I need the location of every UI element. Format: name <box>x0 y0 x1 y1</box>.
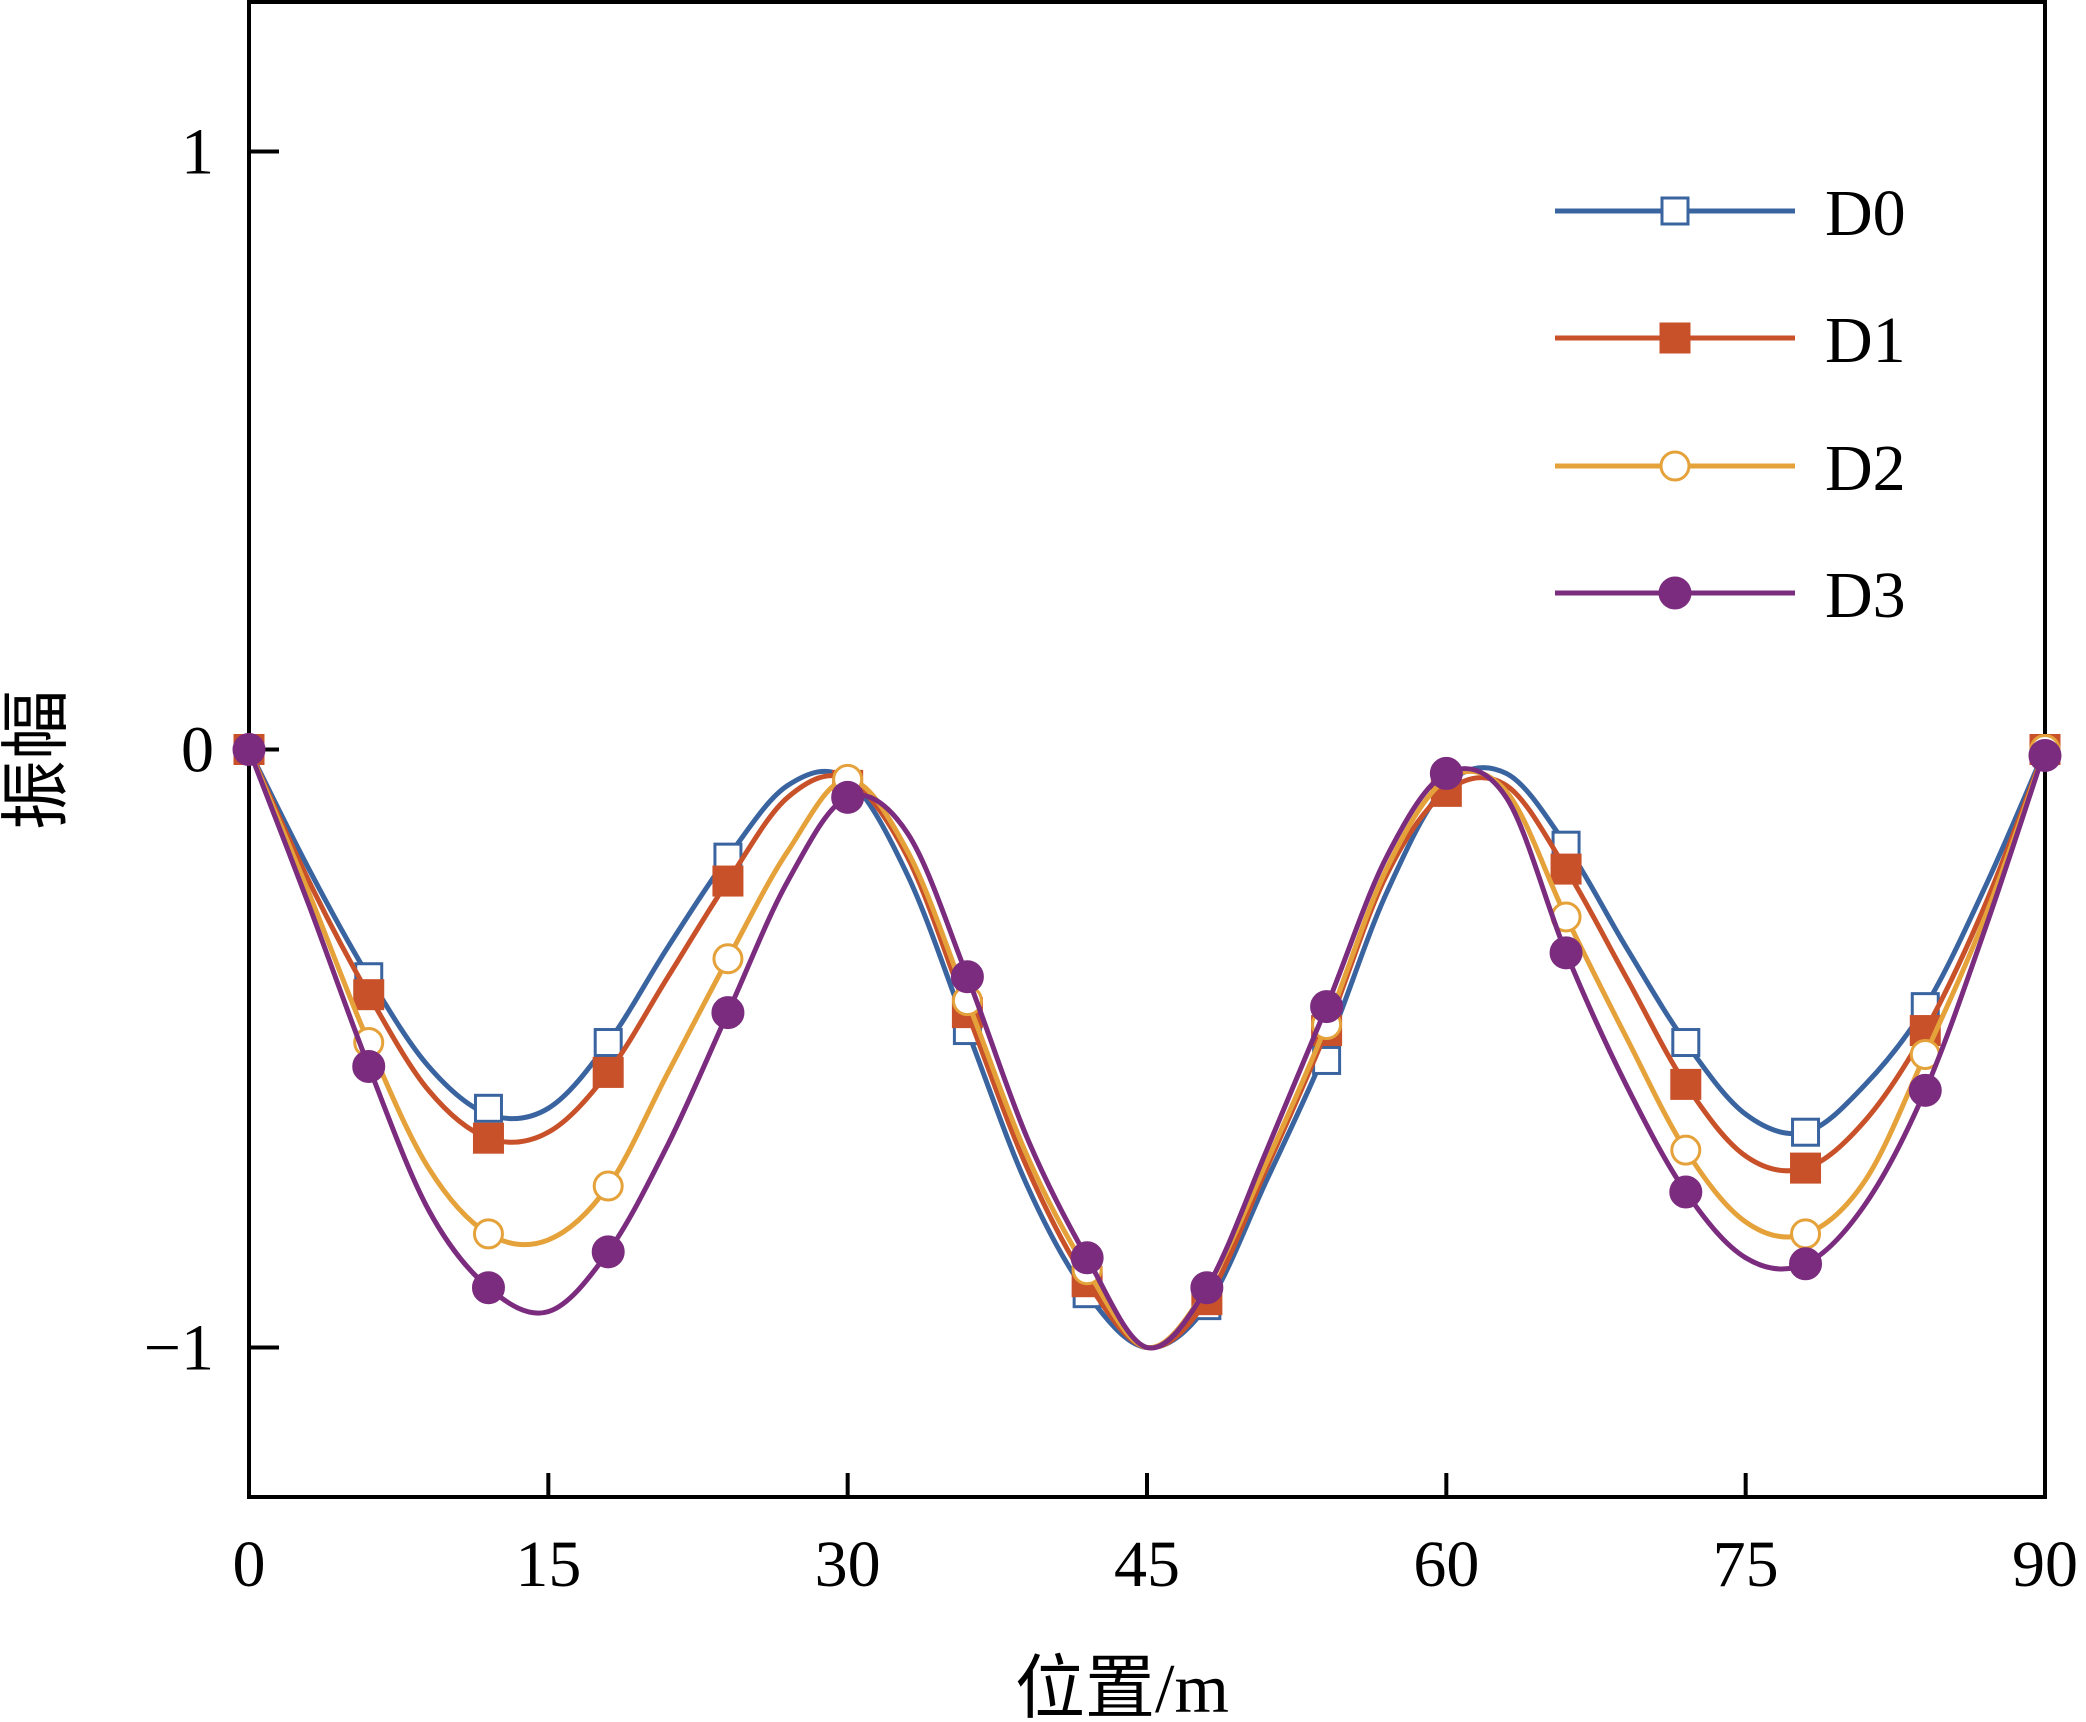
plot-frame <box>247 0 2047 1499</box>
marker-d3 <box>1789 1247 1823 1281</box>
legend-label-d0: D0 <box>1825 177 1906 250</box>
marker-d1 <box>472 1122 504 1154</box>
x-ticks: 0 15 30 45 60 75 90 <box>233 1473 2078 1601</box>
marker-d3 <box>591 1235 625 1269</box>
legend-label-d2: D2 <box>1825 432 1906 505</box>
x-tick-label: 75 <box>1713 1528 1779 1601</box>
marker-d0 <box>473 1093 503 1123</box>
marker-d0 <box>593 1028 623 1058</box>
marker-d3 <box>950 960 984 994</box>
marker-d1 <box>353 979 385 1011</box>
marker-d3 <box>352 1049 386 1083</box>
series-layer <box>232 733 2062 1351</box>
marker-d1 <box>1790 1152 1822 1184</box>
marker-d3 <box>1429 756 1463 790</box>
x-tick-label: 15 <box>515 1528 581 1601</box>
marker-d3 <box>1908 1073 1942 1107</box>
marker-d2 <box>712 943 744 975</box>
legend: D0 D1 D2 D3 <box>1555 177 1906 632</box>
series-line-d2 <box>246 748 2048 1351</box>
legend-label-d1: D1 <box>1825 304 1906 377</box>
marker-d1 <box>1550 853 1582 885</box>
series-line-d3 <box>246 748 2048 1351</box>
y-tick-label: −1 <box>144 1312 214 1385</box>
x-tick-label: 90 <box>2012 1528 2078 1601</box>
marker-d3 <box>1669 1175 1703 1209</box>
marker-d3 <box>711 996 745 1030</box>
marker-d2 <box>472 1218 504 1250</box>
x-tick-label: 45 <box>1114 1528 1180 1601</box>
legend-marker-d3 <box>1658 576 1692 610</box>
marker-d3 <box>2028 738 2062 772</box>
marker-d3 <box>1310 990 1344 1024</box>
marker-d0 <box>1671 1028 1701 1058</box>
x-tick-label: 0 <box>233 1528 266 1601</box>
legend-marker-d2 <box>1659 450 1691 482</box>
legend-marker-d0 <box>1660 196 1690 226</box>
x-tick-label: 60 <box>1413 1528 1479 1601</box>
y-axis-title: 振幅 <box>0 690 76 830</box>
marker-d1 <box>592 1056 624 1088</box>
marker-d2 <box>592 1170 624 1202</box>
marker-d3 <box>1549 936 1583 970</box>
y-tick-label: 1 <box>181 116 214 189</box>
marker-d3 <box>1070 1241 1104 1275</box>
legend-marker-d1 <box>1659 322 1691 354</box>
marker-d3 <box>471 1271 505 1305</box>
marker-d3 <box>831 780 865 814</box>
marker-d2 <box>1670 1134 1702 1166</box>
marker-d2 <box>1790 1218 1822 1250</box>
x-tick-label: 30 <box>815 1528 881 1601</box>
x-axis-title: 位置/m <box>1015 1651 1229 1722</box>
marker-d1 <box>1670 1068 1702 1100</box>
marker-d3 <box>232 733 266 766</box>
series-line-d1 <box>246 748 2048 1351</box>
series-line-d0 <box>246 748 2048 1351</box>
marker-d3 <box>1190 1271 1224 1305</box>
y-tick-label: 0 <box>181 714 214 787</box>
marker-d0 <box>1791 1117 1821 1147</box>
legend-label-d3: D3 <box>1825 559 1906 632</box>
marker-d1 <box>712 865 744 897</box>
